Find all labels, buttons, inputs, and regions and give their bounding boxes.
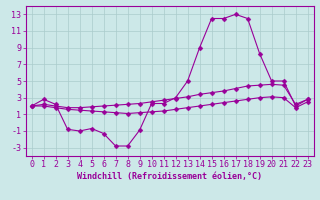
X-axis label: Windchill (Refroidissement éolien,°C): Windchill (Refroidissement éolien,°C) xyxy=(77,172,262,181)
